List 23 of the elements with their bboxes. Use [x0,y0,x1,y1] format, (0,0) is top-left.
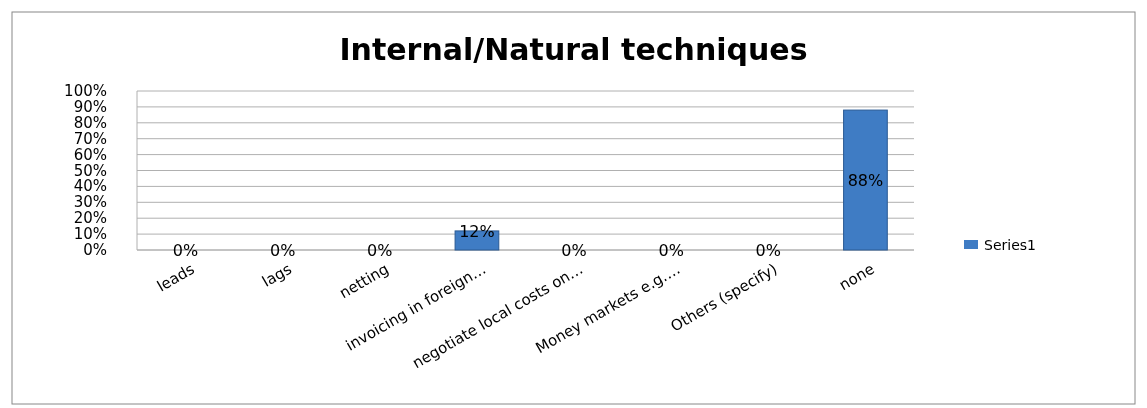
data-label: 0% [755,241,782,260]
legend-label: Series1 [984,237,1036,253]
data-label: 0% [658,241,684,260]
y-tick-label: 10% [73,225,107,244]
y-tick-label: 60% [73,145,107,164]
y-tick-label: 0% [83,241,107,259]
data-label: 88% [847,171,884,191]
data-label: 0% [367,241,393,260]
y-tick-label: 90% [73,97,107,116]
x-tick-label: lags [259,259,295,291]
y-tick-label: 40% [73,177,107,196]
y-tick-label: 20% [73,209,107,228]
data-label: 0% [561,241,587,260]
x-tick-label: none [836,259,878,295]
data-label: 0% [172,241,199,260]
y-tick-label: 50% [73,161,107,180]
y-tick-label: 30% [73,193,107,212]
chart-title: Internal/Natural techniques [339,32,808,67]
y-tick-label: 70% [73,129,107,148]
y-tick-label: 100% [64,82,107,100]
x-tick-label: leads [153,259,198,296]
data-label: 0% [269,241,296,260]
y-tick-label: 80% [73,113,107,132]
